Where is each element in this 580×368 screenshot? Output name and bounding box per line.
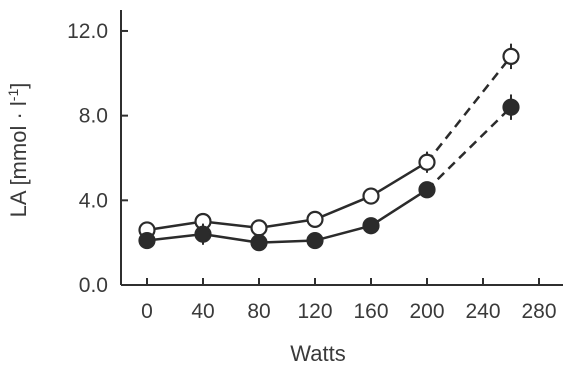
data-point-filled (306, 231, 324, 250)
data-point-open (502, 47, 520, 65)
y-tick-label: 4.0 (79, 189, 108, 212)
data-point-filled (138, 231, 156, 250)
x-tick-label: 160 (353, 300, 388, 323)
series-line-solid (146, 161, 428, 232)
y-tick-label: 12.0 (67, 20, 108, 43)
y-axis-title: LA [mmol · l-1] (5, 83, 31, 218)
series-line-dashed (426, 106, 512, 191)
axes: 0 40 80 120 160 200 240 280 0.0 4.0 8.0 12.0 (67, 10, 563, 323)
series-line-solid (146, 188, 428, 244)
y-axis-title-main: LA [mmol · l (6, 101, 31, 217)
data-point-filled (250, 234, 268, 252)
y-tick-label: 0.0 (79, 274, 108, 297)
x-tick-label: 40 (191, 300, 214, 323)
series-line-dashed (426, 55, 512, 163)
data-point-open (250, 219, 268, 237)
y-tick-label: 8.0 (79, 105, 108, 128)
data-point-open (362, 187, 380, 205)
x-tick-label: 240 (465, 300, 500, 323)
data-point-filled (418, 181, 436, 199)
data-point-open (306, 210, 324, 228)
data-point-filled (362, 217, 380, 235)
data-point-filled (502, 98, 520, 116)
x-tick-label: 120 (297, 300, 332, 323)
data-point-open (418, 153, 436, 171)
data-point-filled (194, 225, 212, 243)
y-axis-title-exponent: -1 (5, 89, 21, 102)
x-tick-label: 80 (247, 300, 270, 323)
x-tick-label: 0 (141, 300, 153, 323)
series-layer (138, 43, 520, 252)
x-tick-label: 200 (409, 300, 444, 323)
x-axis-title: Watts (290, 341, 345, 366)
x-tick-label: 280 (521, 300, 556, 323)
series-0 (138, 43, 520, 239)
series-1 (138, 94, 520, 252)
y-axis-title-close: ] (6, 83, 31, 89)
